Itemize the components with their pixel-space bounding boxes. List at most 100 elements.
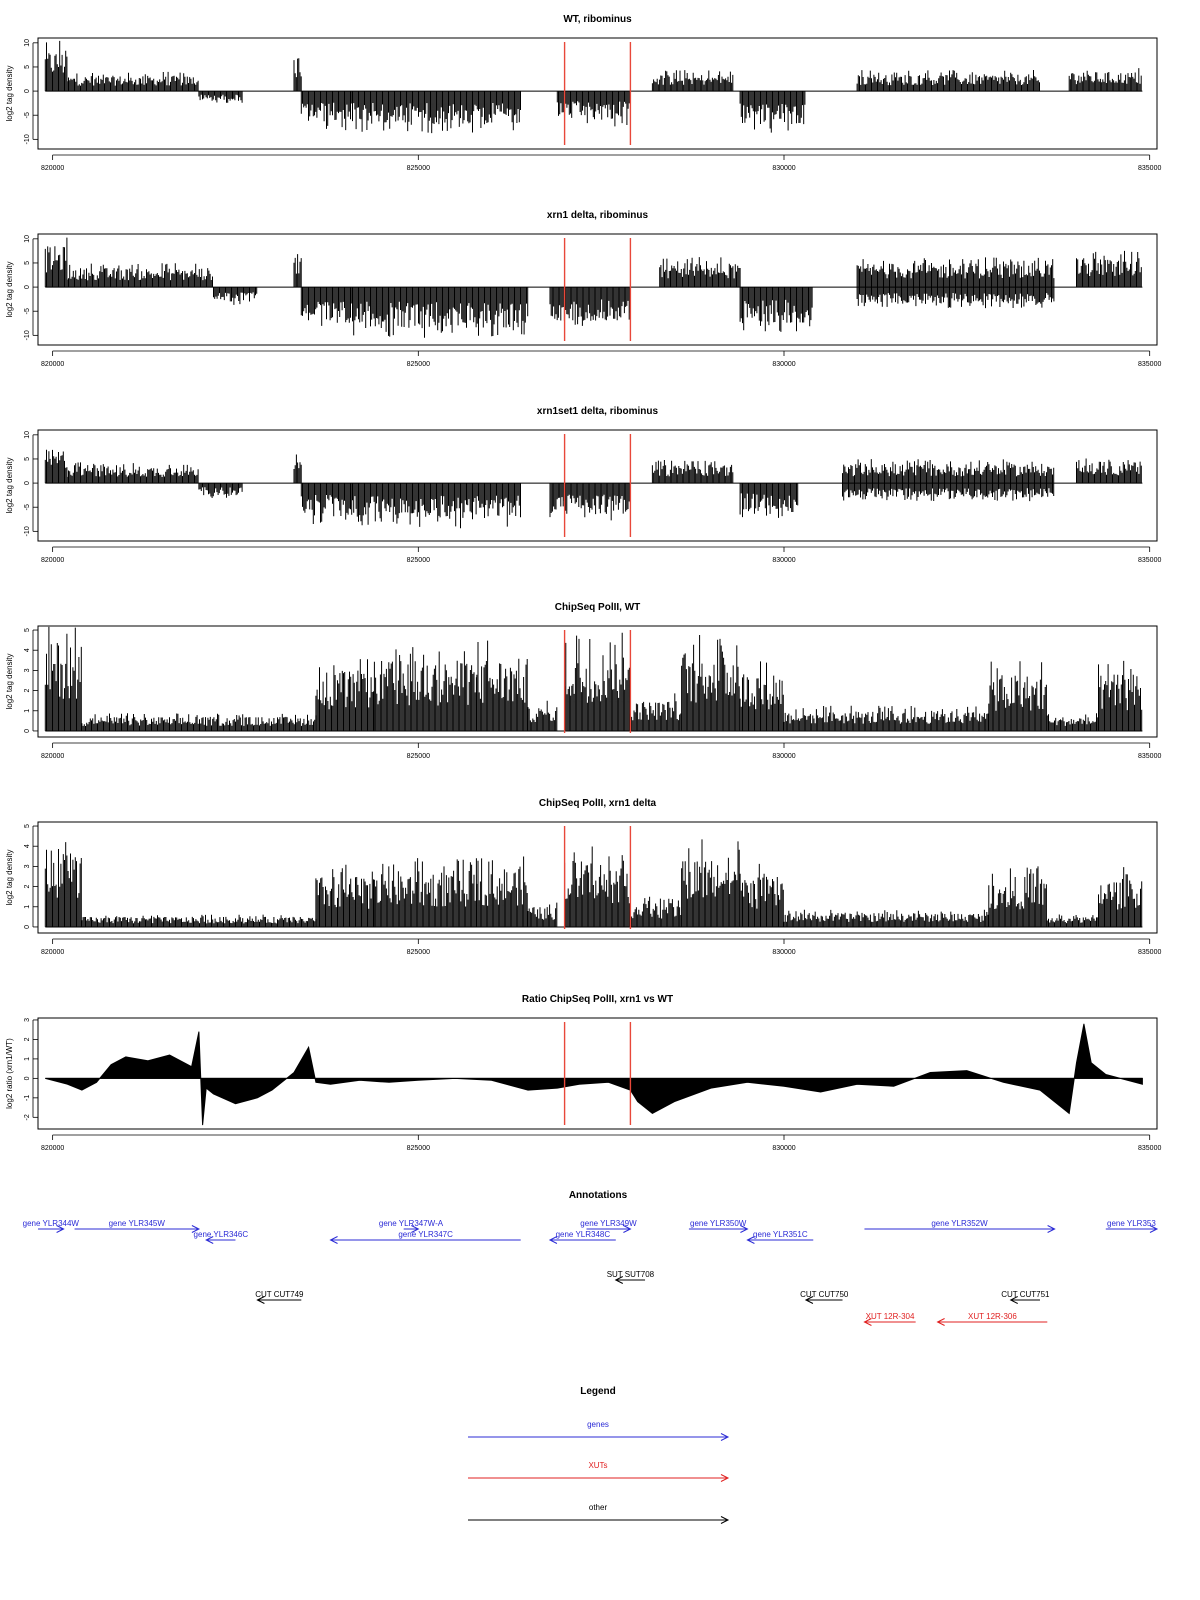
arrow-head xyxy=(548,1236,558,1244)
feature-arrow xyxy=(688,1225,749,1233)
signal-bars xyxy=(1098,660,1143,731)
signal-bars xyxy=(44,842,82,927)
feature-arrow xyxy=(74,1225,201,1233)
plot-frame xyxy=(37,233,1158,346)
signal-bars xyxy=(293,454,302,484)
signal-bars xyxy=(198,91,243,103)
y-tick-label: 1 xyxy=(24,709,31,713)
x-tick-label: 825000 xyxy=(407,753,430,760)
feature-label: gene YLR348C xyxy=(556,1230,611,1239)
feature-label: CUT CUT750 xyxy=(800,1290,849,1299)
feature-arrow xyxy=(329,1236,521,1244)
y-tick-label: 0 xyxy=(24,285,31,289)
arrow-head xyxy=(720,1516,730,1524)
y-tick-label: 4 xyxy=(24,648,31,652)
arrow-head xyxy=(720,1433,730,1441)
signal-bars xyxy=(651,70,734,92)
feature-label: gene YLR350W xyxy=(690,1219,747,1228)
y-tick-label: 5 xyxy=(24,65,31,69)
panel-title: ChipSeq PolII, WT xyxy=(555,602,641,613)
signal-bars xyxy=(352,91,521,134)
arrow-head xyxy=(863,1318,872,1326)
signal-bars xyxy=(1098,867,1143,927)
feature-label: gene YLR347C xyxy=(398,1230,453,1239)
signal-bars xyxy=(476,856,528,927)
arrow-head xyxy=(623,1225,632,1233)
legend-label: other xyxy=(589,1503,608,1512)
y-tick-label: 5 xyxy=(24,457,31,461)
signal-bars xyxy=(651,460,734,484)
signal-bars xyxy=(549,483,631,521)
x-tick-label: 820000 xyxy=(41,753,64,760)
signal-bars xyxy=(300,91,353,131)
y-tick-label: 0 xyxy=(24,481,31,485)
feature-label: XUT 12R-304 xyxy=(866,1312,915,1321)
plot-frame xyxy=(37,821,1158,934)
x-tick-label: 835000 xyxy=(1138,949,1161,956)
x-tick-label: 820000 xyxy=(41,949,64,956)
arrow-head xyxy=(205,1236,214,1244)
y-tick-label: -10 xyxy=(24,134,31,144)
feature-label: XUT 12R-306 xyxy=(968,1312,1017,1321)
signal-bars xyxy=(681,635,740,731)
x-tick-label: 830000 xyxy=(772,557,795,564)
chart-panel-6: Ratio ChipSeq PolII, xrn1 vs WT -2 -1 0 1 2 3 l… xyxy=(5,994,1161,1152)
y-tick-label: -2 xyxy=(24,1114,31,1120)
chart-panel-2: xrn1 delta, ribominus -10 -5 0 5 10 log2 tag d… xyxy=(5,210,1161,368)
feature-arrow xyxy=(804,1296,843,1304)
ratio-area xyxy=(45,1023,1143,1126)
legend-item-genes: genes xyxy=(468,1420,730,1441)
feature-arrow xyxy=(548,1236,616,1244)
y-tick-label: 5 xyxy=(24,261,31,265)
signal-bars xyxy=(564,846,630,927)
plot-frame xyxy=(37,429,1158,542)
y-tick-label: 2 xyxy=(24,1037,31,1041)
legend-arrow xyxy=(468,1516,730,1524)
x-tick-label: 825000 xyxy=(407,557,430,564)
x-tick-label: 820000 xyxy=(41,1145,64,1152)
signal-bars xyxy=(1046,914,1099,927)
signal-bars xyxy=(988,661,1047,731)
signal-bars xyxy=(352,287,529,338)
x-tick-label: 835000 xyxy=(1138,753,1161,760)
signal-bars xyxy=(1076,458,1142,484)
signal-bars xyxy=(66,462,199,484)
signal-bars xyxy=(44,449,68,484)
panel-title: xrn1 delta, ribominus xyxy=(547,210,649,221)
x-tick-label: 835000 xyxy=(1138,557,1161,564)
signal-bars xyxy=(44,626,82,731)
plot-frame xyxy=(37,1017,1158,1130)
y-tick-label: 10 xyxy=(24,431,31,439)
legend-item-other: other xyxy=(468,1503,730,1524)
x-tick-label: 830000 xyxy=(772,1145,795,1152)
feature-label: gene YLR344W xyxy=(23,1219,80,1228)
feature-arrow xyxy=(863,1318,916,1326)
signal-bars xyxy=(373,858,477,927)
feature-arrow xyxy=(746,1236,814,1244)
signal-bars xyxy=(739,863,784,927)
y-tick-label: -10 xyxy=(24,526,31,536)
signal-bars xyxy=(44,40,68,92)
x-tick-label: 835000 xyxy=(1138,1145,1161,1152)
signal-bars xyxy=(629,896,682,927)
feature-arrow xyxy=(1105,1225,1159,1233)
feature-label: gene YLR346C xyxy=(194,1230,249,1239)
y-axis-label: log2 tag density xyxy=(5,653,14,709)
signal-bars xyxy=(1046,713,1099,731)
signal-bars xyxy=(988,866,1047,927)
y-tick-label: 0 xyxy=(24,1076,31,1080)
feature-label: gene YLR352W xyxy=(931,1219,988,1228)
y-tick-label: -5 xyxy=(24,112,31,118)
feature-arrow xyxy=(403,1225,420,1233)
chart-panel-5: ChipSeq PolII, xrn1 delta 0 1 2 3 4 5 log2 tag … xyxy=(5,798,1161,956)
signal-bars xyxy=(856,70,1040,92)
feature-arrow xyxy=(38,1225,65,1233)
x-tick-label: 825000 xyxy=(407,949,430,956)
panel-title: ChipSeq PolII, xrn1 delta xyxy=(539,798,657,809)
signal-bars xyxy=(856,287,1055,309)
arrow-head xyxy=(1009,1296,1018,1304)
signal-bars xyxy=(66,71,199,92)
signal-bars xyxy=(198,483,243,498)
signal-bars xyxy=(1076,250,1142,288)
y-tick-label: 2 xyxy=(24,689,31,693)
